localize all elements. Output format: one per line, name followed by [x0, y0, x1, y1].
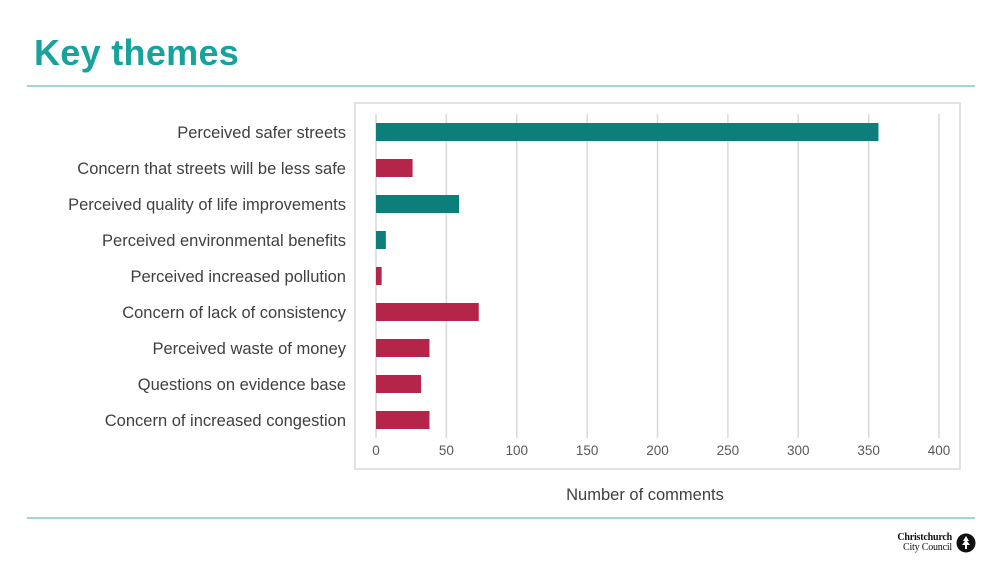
top-divider	[27, 85, 975, 87]
x-tick-label: 150	[576, 443, 599, 458]
bar	[376, 231, 386, 249]
category-label: Concern of increased congestion	[105, 412, 346, 430]
logo-line-2: City Council	[903, 542, 952, 553]
slide-title: Key themes	[34, 32, 240, 73]
bar	[376, 267, 382, 285]
x-tick-label: 350	[857, 443, 880, 458]
bar	[376, 339, 430, 357]
x-tick-label: 400	[928, 443, 951, 458]
bottom-divider	[27, 517, 975, 519]
council-emblem-icon	[956, 533, 976, 553]
x-tick-label: 300	[787, 443, 810, 458]
category-label: Concern of lack of consistency	[122, 304, 347, 322]
bar	[376, 195, 460, 213]
christchurch-city-council-logo: Christchurch City Council	[892, 533, 976, 555]
category-label: Perceived quality of life improvements	[68, 196, 346, 214]
bar	[376, 159, 413, 177]
tick-labels: 0 50 100 150 200 250 300 350 400	[372, 443, 950, 458]
x-tick-label: 50	[439, 443, 454, 458]
bar	[376, 411, 430, 429]
category-label: Perceived safer streets	[177, 124, 346, 142]
category-label: Perceived increased pollution	[130, 268, 346, 286]
bar	[376, 303, 479, 321]
logo-line-1: Christchurch	[897, 532, 952, 543]
chart-border	[354, 102, 961, 470]
x-tick-label: 200	[646, 443, 669, 458]
bar	[376, 375, 422, 393]
bar	[376, 123, 879, 141]
x-tick-label: 0	[372, 443, 380, 458]
bars	[376, 123, 879, 429]
category-labels: Perceived safer streets Concern that stre…	[68, 124, 347, 430]
x-axis-title: Number of comments	[566, 486, 724, 504]
category-label: Questions on evidence base	[138, 376, 346, 394]
x-tick-label: 100	[505, 443, 528, 458]
gridlines	[375, 114, 940, 438]
category-label: Concern that streets will be less safe	[77, 160, 346, 178]
category-label: Perceived environmental benefits	[102, 232, 346, 250]
x-tick-label: 250	[717, 443, 740, 458]
category-label: Perceived waste of money	[152, 340, 346, 358]
